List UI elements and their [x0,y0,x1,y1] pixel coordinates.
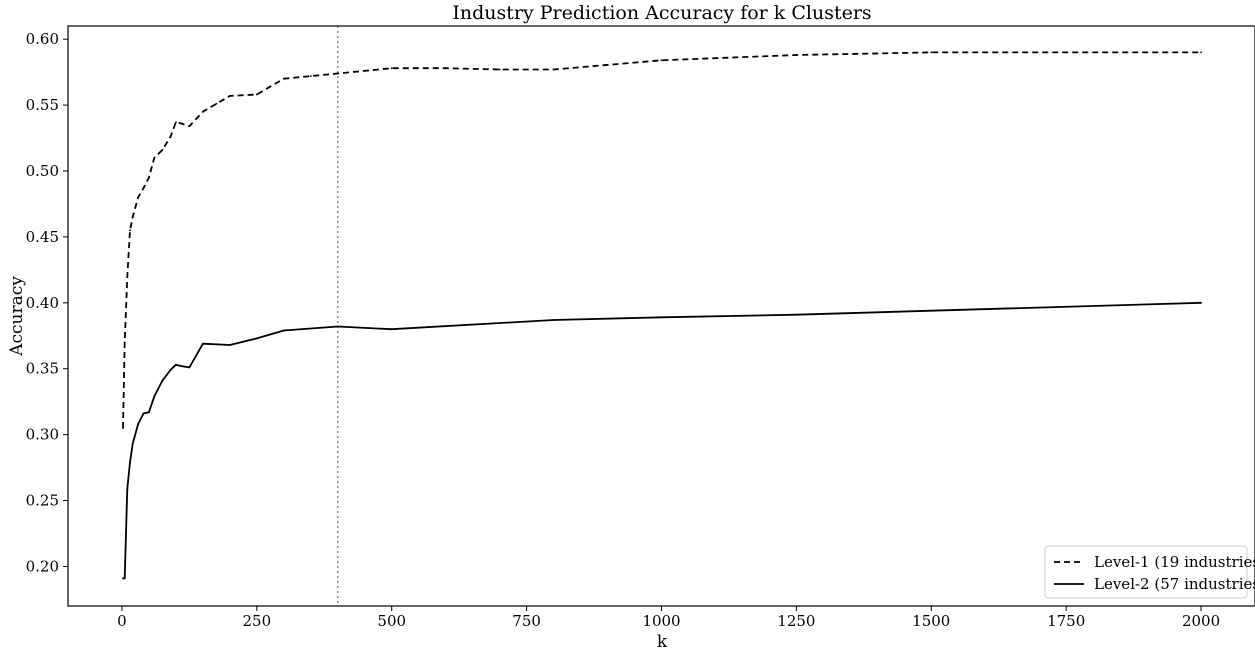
plot-frame [67,25,1255,607]
series-1-point [282,77,285,80]
series-2-point [148,411,150,414]
y-axis-label: Accuracy [7,276,27,357]
series-2-point [169,369,172,371]
series-1-point [1200,51,1202,54]
series-2-point [180,365,183,367]
series-1-point [390,67,393,70]
y-tick-label: 0.20 [26,557,59,575]
series-2-point [131,442,134,445]
series-1-point [660,59,663,62]
series-2-point [137,423,140,425]
x-tick-label: 1500 [912,612,950,630]
plot-area [122,26,1202,606]
x-tick-label: 1750 [1047,612,1085,630]
series-1-point [175,121,177,124]
x-tick-label: 750 [512,612,541,630]
series-2-point [201,342,204,345]
series-2-point [795,313,798,316]
series-2-point [188,366,191,369]
y-tick-label: 0.55 [26,96,59,114]
series-1-point [795,54,798,56]
series-2-point [129,461,131,464]
series-1-point [498,68,501,71]
x-tick-label: 0 [117,612,127,630]
series-2-point [161,379,164,382]
series-2-point [255,337,258,340]
series-1-point [126,275,129,278]
legend: Level-1 (19 industries) Level-2 (57 indus… [1044,545,1255,599]
series-1-point [169,135,172,138]
legend-box [1044,545,1248,599]
series-1-point [201,110,204,113]
series-1-point [552,68,555,71]
series-2-point [126,487,129,490]
x-tick-label: 2000 [1182,612,1220,630]
x-axis-label: k [657,632,668,652]
x-axis: 0 250 500 750 1000 1250 1500 1750 2000 [117,606,1220,630]
series-1-point [137,196,140,199]
y-tick-label: 0.45 [26,228,59,246]
series-2-point [930,309,933,312]
series-1-point [444,67,447,70]
y-tick-label: 0.35 [26,360,59,378]
x-tick-label: 1000 [642,612,680,630]
series-2-point [390,328,393,331]
series-1-point [215,102,218,105]
y-tick-label: 0.25 [26,492,59,510]
x-tick-label: 1250 [777,612,815,630]
chart-title: Industry Prediction Accuracy for k Clust… [452,2,871,24]
series-2-point [175,363,177,366]
series-2-point [336,325,339,328]
legend-label-2: Level-2 (57 industries) [1094,575,1255,593]
series-1-point [930,51,933,54]
series-1-point [188,125,191,128]
series-1-point [255,93,258,96]
series-1-point [228,94,231,97]
series-1-point [129,229,131,232]
y-axis: 0.20 0.25 0.30 0.35 0.40 0.45 0.50 0.55 0.60 [26,30,68,575]
series-2-point [660,316,663,319]
series-1-point [161,149,164,151]
series-1-point [180,122,183,125]
series-2-point [552,319,555,321]
series-2-point [153,395,156,398]
series-line-2 [123,301,1202,580]
series-1-point [122,427,124,429]
y-tick-label: 0.40 [26,294,59,312]
series-2-point [1200,301,1202,304]
legend-label-1: Level-1 (19 industries) [1094,553,1255,571]
series-1-point [123,341,126,344]
y-tick-label: 0.30 [26,426,59,444]
series-1-point [131,216,134,219]
x-tick-label: 250 [243,612,272,630]
series-2-point [122,577,124,580]
series-1-point [336,72,339,75]
series-2-point [123,577,126,580]
series-1-point [148,176,150,179]
series-1-point [309,75,312,77]
series-2-point [282,329,285,332]
series-2-point [228,344,231,346]
x-tick-label: 500 [377,612,406,630]
series-1-point [142,187,145,190]
y-tick-label: 0.60 [26,30,59,48]
y-tick-label: 0.50 [26,162,59,180]
series-1-point [153,156,156,159]
series-2-point [142,412,145,415]
series-line-1 [122,51,1201,429]
series-1-point [1065,51,1068,54]
